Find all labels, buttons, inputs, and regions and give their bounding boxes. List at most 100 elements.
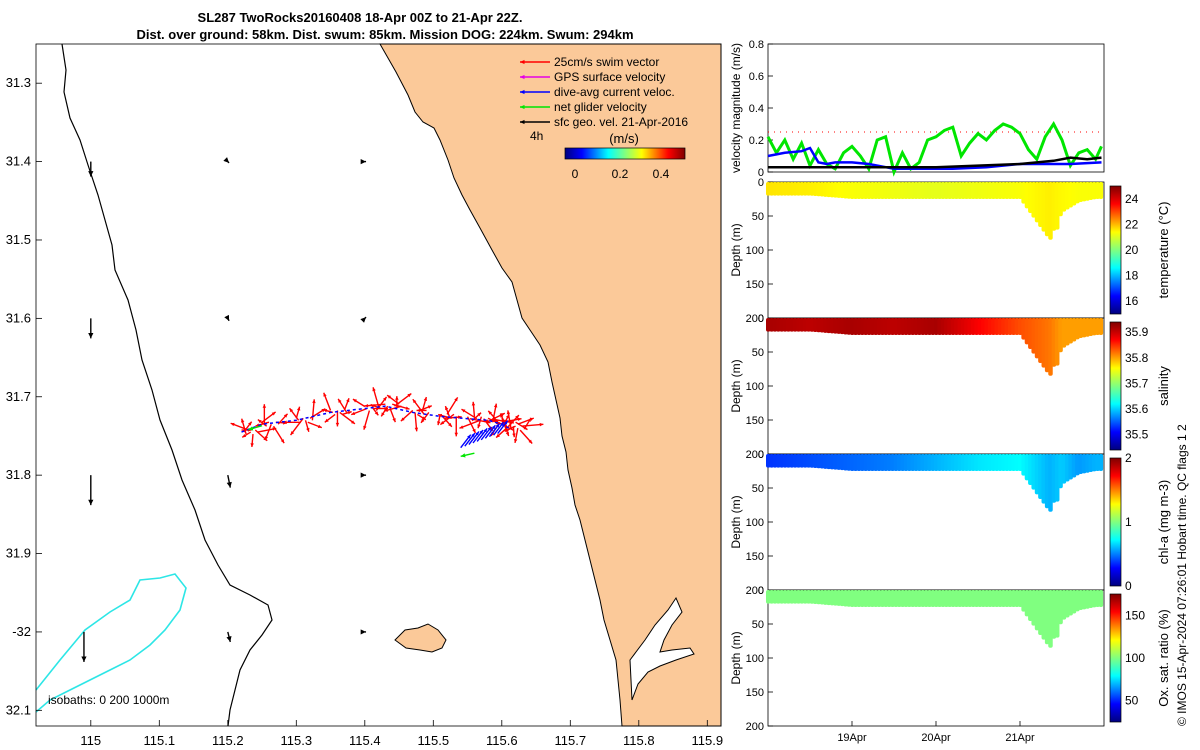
velocity-series-line <box>766 121 1103 177</box>
chlorophyll-profile-mark <box>1098 454 1104 471</box>
swim-vector-arrow <box>383 405 402 412</box>
salinity-profile-mark <box>1098 318 1104 335</box>
glider-track <box>230 387 544 458</box>
map-y-tick-label: 31.9 <box>6 546 31 561</box>
swim-vector-arrow <box>352 398 366 408</box>
swim-vector-arrow <box>372 387 380 407</box>
isobath-label: isobaths: 0 200 1000m <box>48 693 169 707</box>
geo-vector-arrow <box>360 158 367 165</box>
salinity-y-tick-label: 100 <box>746 381 764 393</box>
salinity-y-tick-label: 0 <box>758 313 764 325</box>
geo-vector-arrow <box>226 475 232 488</box>
chlorophyll-y-tick-label: 200 <box>746 585 764 597</box>
swim-vector-arrow <box>241 431 252 438</box>
velocity-y-tick-label: 0.8 <box>749 39 764 51</box>
dive-avg-current-arrow <box>464 432 476 447</box>
velocity-ylabel: velocity magnitude (m/s) <box>729 43 743 173</box>
salinity-colorbar-tick: 35.7 <box>1125 376 1149 390</box>
velocity-series-line <box>768 156 1102 169</box>
swim-vector-arrow <box>241 418 247 435</box>
legend-swim-label: 25cm/s swim vector <box>554 55 659 69</box>
swim-vector-arrow <box>416 408 427 413</box>
temperature-colorbar <box>1109 185 1122 315</box>
geo-vector-arrow <box>226 631 232 643</box>
swim-vector-arrow <box>250 433 254 448</box>
swim-vector-arrow <box>335 410 340 427</box>
swim-vector-arrow <box>272 425 285 444</box>
swim-vector-arrow <box>277 413 289 425</box>
map-x-tick-label: 115.6 <box>486 733 518 748</box>
temperature-y-tick-label: 200 <box>746 313 764 325</box>
chlorophyll-colorbar-label: chl-a (mg m-3) <box>1156 480 1171 565</box>
map-land <box>379 43 722 727</box>
salinity-colorbar-label: salinity <box>1156 366 1171 406</box>
swim-vector-arrow <box>420 412 430 424</box>
dive-avg-current-arrow <box>460 434 472 449</box>
swim-vector-arrow <box>341 411 352 416</box>
map-y-tick-label: 31.6 <box>6 310 31 325</box>
geo-vector-arrow <box>360 472 367 478</box>
dive-avg-current-arrow <box>468 431 480 446</box>
swim-vector-arrow <box>513 427 519 443</box>
geo-vectors <box>81 157 367 662</box>
legend-gps-label: GPS surface velocity <box>554 70 665 84</box>
map-x-tick-label: 115.9 <box>692 733 724 748</box>
salinity-colorbar-tick: 35.5 <box>1125 428 1149 442</box>
temperature-y-tick-label: 150 <box>746 279 764 291</box>
time-x-tick-label: 21Apr <box>1005 732 1035 744</box>
swim-vector-arrow <box>444 405 451 417</box>
temperature-colorbar-label: temperature (°C) <box>1156 202 1171 299</box>
time-x-tick-label: 20Apr <box>921 732 951 744</box>
swim-vector-arrow <box>375 396 388 411</box>
swim-vector-arrow <box>400 409 414 422</box>
oxygen-y-tick-label: 200 <box>746 721 764 733</box>
swim-vector-arrow <box>304 420 310 433</box>
swim-vector-arrow <box>350 407 368 416</box>
geo-vector-arrow <box>224 314 230 322</box>
swim-vector-arrow <box>446 397 459 415</box>
geo-vector-arrow <box>360 629 367 635</box>
swim-vector-arrow <box>324 413 336 423</box>
map-estuary <box>629 596 695 701</box>
map-island <box>394 623 447 653</box>
swim-vector-arrow <box>512 426 516 438</box>
map-colorbar-frame <box>564 147 686 160</box>
swim-vector-arrow <box>386 394 400 405</box>
salinity-y-tick-label: 150 <box>746 415 764 427</box>
legend-gps-arrow <box>520 74 550 80</box>
swim-vector-arrow <box>466 416 477 434</box>
map-y-tick-label: 32.1 <box>6 702 31 717</box>
salinity-colorbar-tick: 35.6 <box>1125 402 1149 416</box>
dive-avg-current-arrow <box>484 424 496 439</box>
title-line-2: Dist. over ground: 58km. Dist. swum: 85k… <box>136 27 633 42</box>
temperature-y-tick-label: 0 <box>758 177 764 189</box>
velocity-y-tick-label: 0.6 <box>749 71 764 83</box>
legend-net-arrow <box>520 104 550 110</box>
temperature-y-tick-label: 100 <box>746 245 764 257</box>
swim-vector-arrow <box>337 398 348 413</box>
dive-avg-current-arrow <box>493 421 505 436</box>
geo-vector-arrow <box>88 475 94 506</box>
swim-vector-arrow <box>495 423 512 439</box>
oxygen-colorbar <box>1109 593 1122 723</box>
chlorophyll-ylabel: Depth (m) <box>729 495 743 548</box>
map-y-tick-label: 31.8 <box>6 467 31 482</box>
salinity-panel: 0 50 100 150 200 Depth (m) 35.5 35.6 35.7 35.8 35.… <box>729 313 1171 461</box>
title-line-1: SL287 TwoRocks20160408 18-Apr 00Z to 21-… <box>198 10 523 25</box>
temperature-colorbar-tick: 18 <box>1125 269 1139 283</box>
salinity-y-tick-label: 50 <box>752 347 764 359</box>
map-x-tick-label: 115.5 <box>418 733 450 748</box>
velocity-y-tick-label: 0.2 <box>749 135 764 147</box>
temperature-colorbar-tick: 20 <box>1125 243 1139 257</box>
chlorophyll-colorbar-tick: 0 <box>1125 579 1132 593</box>
temperature-colorbar-tick: 22 <box>1125 217 1139 231</box>
swim-vector-arrow <box>524 417 532 429</box>
swim-vector-arrow <box>444 415 462 420</box>
swim-vector-arrow <box>364 403 386 408</box>
swim-vector-arrow <box>363 410 371 430</box>
oxygen-profile-mark <box>1098 590 1104 607</box>
salinity-y-tick-label: 200 <box>746 449 764 461</box>
map-colorbar-tick-1: 0.2 <box>612 167 629 181</box>
map-x-tick-label: 115 <box>80 733 101 748</box>
